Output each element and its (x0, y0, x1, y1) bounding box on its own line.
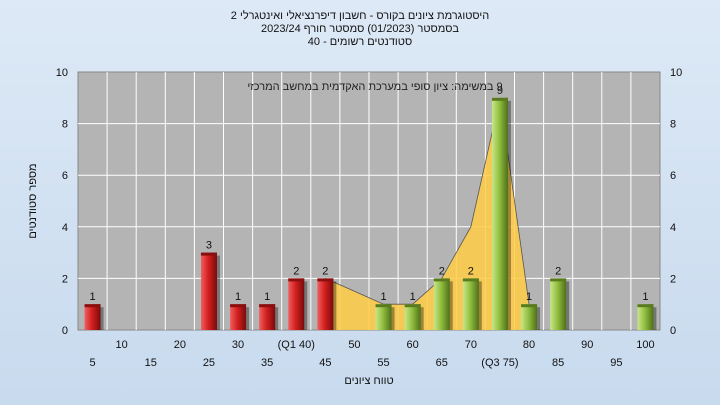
data-label-x-100: 1 (642, 291, 648, 303)
bar-x-85 (550, 278, 567, 330)
bar-cap (200, 252, 217, 256)
data-label-x-55: 1 (380, 291, 386, 303)
grid-lines (78, 72, 660, 330)
bar-cap (259, 304, 276, 308)
x-axis-title: טווח ציונים (344, 375, 393, 387)
bar-cap (433, 278, 450, 282)
y-tick-right: 8 (670, 119, 676, 131)
bar-cap (521, 304, 538, 308)
x-tick-upper: 30 (232, 339, 244, 351)
data-label-x-60: 1 (410, 291, 416, 303)
data-label-x-70: 2 (468, 265, 474, 277)
title-line-2: בסמסטר (01/2023) סמסטר חורף 2023/24 (260, 23, 460, 35)
y-tick-left: 10 (56, 67, 68, 79)
y-tick-right: 6 (670, 170, 676, 182)
y-tick-right: 10 (670, 67, 682, 79)
y-tick-right: 0 (670, 325, 676, 337)
x-tick-lower: 25 (203, 357, 215, 369)
bar-x-60 (404, 304, 421, 330)
bar-x-45 (317, 278, 334, 330)
title-line-3: סטודנטים רשומים - 40 (307, 36, 413, 48)
x-tick-upper: 100 (636, 339, 654, 351)
y-tick-left: 8 (62, 119, 68, 131)
x-tick-lower: 15 (145, 357, 157, 369)
y-tick-left: 6 (62, 170, 68, 182)
bar-cap (230, 304, 247, 308)
data-label-x-65: 2 (439, 265, 445, 277)
x-tick-upper: 70 (465, 339, 477, 351)
bar-x-5 (84, 304, 101, 330)
data-label-x-25: 3 (206, 240, 212, 252)
x-tick-lower: 85 (552, 357, 564, 369)
bar-x-80 (521, 304, 538, 330)
bar-x-70 (462, 278, 479, 330)
bar-cap (462, 278, 479, 282)
y-tick-right: 4 (670, 222, 676, 234)
x-tick-lower: 95 (610, 357, 622, 369)
data-label-x-80: 1 (526, 291, 532, 303)
bar-x-55 (375, 304, 392, 330)
bar-cap (84, 304, 101, 308)
bar-x-65 (433, 278, 450, 330)
data-label-x-75: 9 (497, 85, 503, 97)
y-tick-left: 4 (62, 222, 68, 234)
bar-x-30 (230, 304, 247, 330)
y-axis-title: מספר סטודנטים (27, 163, 39, 238)
bar-cap (317, 278, 334, 282)
x-tick-lower: (Q3 75) (481, 357, 518, 369)
bar-cap (375, 304, 392, 308)
bars (84, 97, 657, 330)
bar-cap (404, 304, 421, 308)
x-tick-upper: 50 (348, 339, 360, 351)
y-tick-left: 0 (62, 325, 68, 337)
x-tick-upper: 80 (523, 339, 535, 351)
bar-x-35 (259, 304, 276, 330)
bar-cap (491, 97, 508, 101)
bar-x-25 (200, 252, 217, 330)
chart-annotation: 9 במשימה: ציון סופי במערכת האקדמית במחשב… (247, 81, 502, 93)
x-tick-upper: 90 (581, 339, 593, 351)
x-tick-upper: 60 (407, 339, 419, 351)
data-label-x-35: 1 (264, 291, 270, 303)
x-tick-lower: 55 (377, 357, 389, 369)
y-tick-right: 2 (670, 273, 676, 285)
bar-cap (550, 278, 567, 282)
data-label-x-30: 1 (235, 291, 241, 303)
bar-x-40 (288, 278, 305, 330)
data-labels: 1 3 1 1 2 2 1 1 2 2 9 1 2 1 (89, 85, 648, 303)
chart-title: היסטוגרמת ציונים בקורס - חשבון דיפרנציאל… (0, 10, 720, 49)
data-label-x-40: 2 (293, 265, 299, 277)
data-label-x-45: 2 (322, 265, 328, 277)
tick-labels: 0 0 2 2 4 4 6 6 8 8 10 10 10 20 30 (Q1 40) 50 60 70 80 90 100… (56, 67, 683, 369)
title-line-1: היסטוגרמת ציונים בקורס - חשבון דיפרנציאל… (230, 10, 490, 22)
x-tick-lower: 65 (436, 357, 448, 369)
x-tick-upper: 20 (174, 339, 186, 351)
x-tick-upper: 10 (116, 339, 128, 351)
y-tick-left: 2 (62, 273, 68, 285)
x-tick-upper: (Q1 40) (278, 339, 315, 351)
x-tick-lower: 45 (319, 357, 331, 369)
bar-x-75 (491, 97, 508, 330)
data-label-x-85: 2 (555, 265, 561, 277)
area-fill (325, 97, 530, 330)
x-tick-lower: 5 (89, 357, 95, 369)
bar-x-100 (637, 304, 654, 330)
data-label-x-5: 1 (89, 291, 95, 303)
x-tick-lower: 35 (261, 357, 273, 369)
bar-cap (288, 278, 305, 282)
bar-cap (637, 304, 654, 308)
